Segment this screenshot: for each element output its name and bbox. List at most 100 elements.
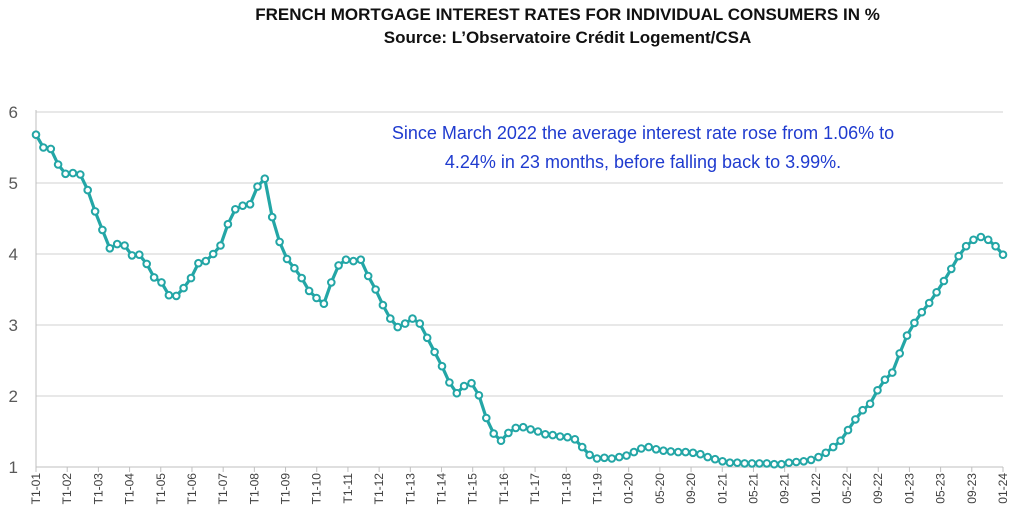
data-point — [445, 378, 454, 387]
x-tick-label: T1-08 — [247, 473, 261, 505]
x-tick-label: 01-23 — [902, 473, 916, 504]
data-point — [917, 307, 927, 317]
data-point — [172, 291, 181, 301]
data-point — [548, 430, 558, 440]
data-point — [961, 241, 971, 251]
data-point — [201, 256, 211, 266]
data-point — [637, 444, 646, 453]
data-point — [710, 454, 720, 464]
x-tick-label: 09-20 — [684, 473, 698, 504]
data-point — [194, 258, 203, 268]
data-point — [149, 273, 159, 282]
x-tick-label: 05-20 — [653, 473, 667, 504]
data-point — [541, 430, 550, 439]
data-point — [651, 445, 661, 454]
x-tick-label: 05-22 — [840, 473, 854, 504]
data-point — [998, 250, 1008, 259]
data-point — [895, 349, 905, 358]
data-point — [784, 458, 794, 468]
x-tick-label: 09-23 — [965, 473, 979, 504]
data-point — [600, 453, 609, 463]
data-point — [673, 447, 683, 457]
x-tick-label: T1-01 — [29, 473, 43, 505]
data-point — [430, 347, 439, 357]
data-point — [518, 422, 528, 432]
data-point — [504, 428, 513, 438]
x-tick-label: T1-13 — [403, 473, 417, 505]
data-point — [415, 319, 425, 328]
data-point — [806, 455, 816, 465]
data-point — [253, 182, 262, 191]
x-tick-label: T1-19 — [590, 473, 604, 505]
data-point — [592, 454, 602, 463]
data-point — [622, 451, 631, 460]
x-tick-label: T1-09 — [279, 473, 293, 505]
x-tick-label: T1-02 — [60, 473, 74, 505]
data-point — [267, 212, 277, 222]
data-point — [814, 452, 823, 462]
data-point — [386, 314, 395, 323]
data-point — [290, 263, 299, 273]
data-point — [327, 278, 336, 287]
data-point — [858, 405, 868, 415]
y-tick-label: 6 — [9, 103, 18, 122]
data-point — [851, 415, 860, 424]
data-point — [482, 413, 491, 423]
data-point — [297, 273, 307, 283]
x-tick-label: 05-23 — [934, 473, 948, 504]
x-axis-ticks: T1-01 T1-02 T1-03 T1-04 T1-05 T1-06 T1-07 T1-08… — [29, 467, 1010, 504]
y-tick-label: 2 — [9, 387, 18, 406]
data-point — [969, 235, 978, 245]
data-point — [231, 205, 240, 214]
data-point — [437, 361, 447, 371]
data-point — [223, 219, 233, 229]
x-tick-label: T1-14 — [435, 473, 449, 505]
data-point — [910, 318, 919, 328]
data-point — [533, 427, 543, 436]
x-tick-label: T1-07 — [216, 473, 230, 505]
data-point — [747, 459, 757, 468]
data-point — [555, 432, 565, 441]
data-point — [459, 381, 469, 391]
data-point — [282, 254, 292, 264]
x-tick-label: T1-15 — [466, 473, 480, 505]
data-point — [983, 235, 993, 245]
data-point — [924, 298, 934, 308]
data-point — [112, 239, 122, 249]
data-point — [474, 391, 484, 400]
gridlines — [36, 111, 1003, 397]
data-point — [991, 241, 1000, 251]
axes — [35, 110, 1003, 468]
y-axis-ticks: 1 2 3 4 5 6 — [9, 103, 18, 477]
data-point — [179, 283, 188, 293]
x-tick-label: T1-05 — [154, 473, 168, 505]
annotation-line-1: Since March 2022 the average interest ra… — [392, 123, 894, 143]
data-point — [275, 237, 284, 247]
data-point — [888, 368, 897, 377]
data-point — [31, 130, 41, 139]
y-tick-label: 4 — [9, 245, 18, 264]
data-point — [769, 459, 779, 469]
data-point — [954, 251, 964, 261]
data-point — [334, 261, 343, 270]
x-tick-label: T1-04 — [123, 473, 137, 505]
annotation: Since March 2022 the average interest ra… — [392, 123, 894, 172]
data-point — [61, 169, 70, 179]
data-point — [319, 299, 329, 309]
x-tick-label: 05-21 — [746, 473, 760, 504]
y-tick-label: 3 — [9, 316, 18, 335]
data-point — [371, 285, 380, 294]
x-tick-label: 09-22 — [871, 473, 885, 504]
data-point — [53, 160, 63, 169]
data-point — [452, 388, 462, 398]
data-point — [762, 459, 772, 468]
x-tick-label: T1-03 — [91, 473, 105, 505]
x-tick-label: 01-22 — [809, 473, 823, 504]
data-point — [393, 322, 403, 332]
data-point — [718, 457, 727, 466]
x-tick-label: T1-12 — [372, 473, 386, 505]
data-point — [902, 331, 912, 340]
data-point — [363, 271, 373, 281]
rate-series — [31, 130, 1008, 469]
data-point — [644, 442, 654, 452]
